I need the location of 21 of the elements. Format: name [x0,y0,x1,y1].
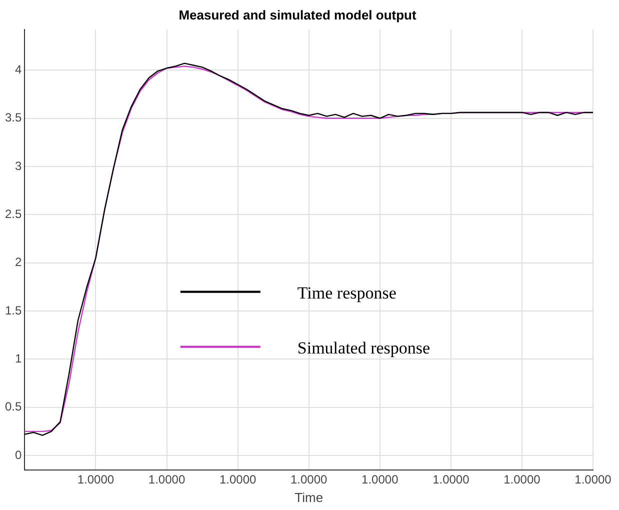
legend-label: Simulated response [297,338,430,358]
x-tick-label: 1.0000 [432,472,470,487]
chart-title: Measured and simulated model output [178,7,417,22]
y-tick-label: 1.5 [4,303,22,318]
x-tick-label: 1.0000 [504,472,541,487]
y-tick-label: 1 [14,351,22,366]
y-tick-label: 4 [14,62,22,76]
x-tick-label: 1.0000 [290,472,328,487]
x-tick-label: 1.0000 [362,472,399,487]
y-tick-label: 2.5 [4,206,22,221]
y-tick-label: 3 [14,158,22,173]
y-tick-label: 2 [14,255,22,270]
y-tick-label: 0.5 [4,400,22,414]
x-tick-label: 1.0000 [219,472,256,487]
y-tick-label: 3.5 [4,110,22,125]
x-tick-label: 1.0000 [77,472,114,487]
y-tick-label: 0 [14,448,22,462]
x-tick-label: 1.0000 [574,472,612,487]
x-axis-title: Time [294,490,324,505]
legend-label: Time response [297,283,396,302]
x-tick-label: 1.0000 [148,472,186,487]
